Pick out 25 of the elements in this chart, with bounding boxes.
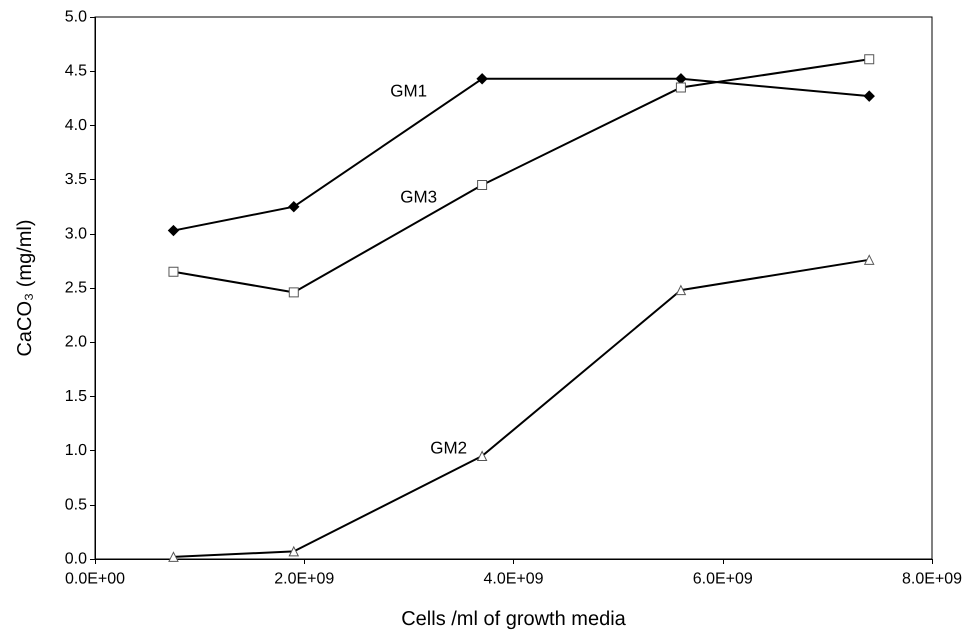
point (864, 90, 875, 102)
point (168, 225, 179, 236)
x-axis-title: Cells /ml of growth media (401, 608, 627, 630)
y-tick-label: 3.5 (64, 171, 88, 188)
x-tick-label: 2.0E+09 (274, 570, 334, 588)
y-tick-label: 1.0 (64, 442, 88, 460)
series-label: GM1 (390, 81, 428, 100)
series-label: GM2 (430, 438, 468, 458)
y-tick-label: 5.0 (64, 8, 88, 26)
point (288, 201, 300, 212)
series-label: GM3 (400, 188, 438, 207)
y-tick-label: 4.5 (64, 62, 88, 80)
y-tick-label: 2.0 (64, 334, 88, 351)
y-tick-label: 4.0 (64, 116, 88, 134)
y-tick-label: 0.0 (64, 550, 88, 568)
point (476, 73, 488, 84)
x-tick-label: 6.0E+09 (692, 570, 753, 588)
y-axis-title: CaCO₃ (mg/ml) (14, 219, 36, 357)
y-tick-label: 2.5 (64, 280, 88, 296)
x-tick-label: 0.0E+00 (64, 570, 126, 588)
y-tick-label: 3.0 (64, 225, 88, 242)
y-tick-label: 1.5 (64, 388, 88, 405)
x-tick-label: 4.0E+09 (483, 570, 544, 588)
x-tick-label: 8.0E+09 (902, 570, 962, 588)
y-tick-label: 0.5 (64, 496, 88, 514)
